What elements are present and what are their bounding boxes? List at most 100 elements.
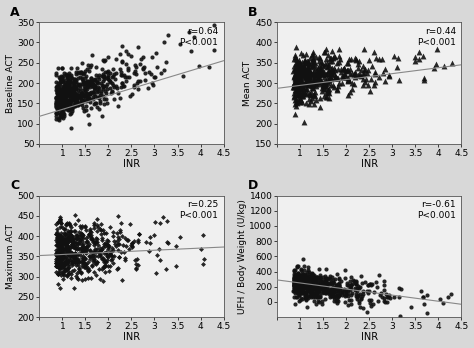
Point [72,69,80,74]
Point [298,272,306,277]
Point [327,55,334,61]
Point [52,95,60,100]
Point [76,74,83,80]
Point [296,284,304,289]
Point [79,61,86,66]
Point [300,290,307,296]
Point [300,80,307,86]
Point [323,287,330,292]
Point [73,92,81,97]
Point [55,74,63,80]
Point [295,287,303,293]
Point [54,103,61,108]
Point [295,57,302,63]
Point [314,275,321,281]
Point [357,295,365,301]
Point [296,289,303,294]
Point [64,234,72,239]
Point [56,234,64,240]
Point [71,245,79,251]
Point [118,233,126,238]
Point [291,276,298,281]
Point [295,98,303,104]
Point [58,76,65,81]
Point [84,268,92,274]
Point [68,262,76,267]
Point [296,287,304,292]
Point [56,105,64,111]
Point [100,83,108,88]
Point [292,285,300,291]
Point [291,268,298,274]
Point [304,90,311,95]
Point [351,75,358,80]
Point [327,82,335,88]
Point [56,224,64,230]
Point [62,259,70,264]
Point [300,283,307,288]
Point [309,83,316,88]
Point [319,71,326,76]
Point [294,82,302,88]
Point [304,77,312,82]
Point [53,252,61,258]
Point [148,54,155,60]
Point [131,62,139,68]
Point [346,278,354,284]
Point [294,270,302,276]
Point [71,83,78,89]
Point [81,88,88,94]
Point [94,242,102,248]
Point [300,85,307,90]
Point [301,63,308,69]
Point [71,259,79,265]
Point [74,100,82,105]
Point [359,77,366,82]
Point [365,298,373,303]
Point [320,282,328,287]
Point [205,64,212,70]
Point [292,70,300,76]
Point [98,227,105,233]
Point [317,279,324,285]
Point [65,106,73,111]
Point [62,90,70,95]
Point [318,285,326,290]
Point [59,257,67,262]
Point [385,292,393,297]
Point [61,231,69,237]
Point [59,263,66,269]
Point [447,291,455,296]
Point [52,264,60,269]
Point [307,287,315,293]
Point [54,232,62,237]
Point [302,277,310,283]
Point [293,72,301,78]
Point [58,87,66,93]
Point [346,283,354,288]
Point [113,230,120,235]
Point [385,74,392,79]
Point [53,242,61,248]
Point [61,239,68,245]
Point [295,275,302,280]
Point [308,276,315,281]
Point [312,279,320,284]
Point [368,63,376,69]
Point [60,234,67,240]
Point [63,245,70,251]
Point [304,63,312,69]
Point [57,105,64,110]
Point [73,233,81,239]
Point [299,93,307,99]
Point [295,276,302,282]
Point [62,81,69,86]
Point [77,91,84,97]
Point [335,66,342,72]
Point [304,58,311,64]
Point [128,240,136,246]
Point [54,255,61,261]
Point [377,292,384,298]
Point [316,67,324,73]
Point [73,259,81,265]
